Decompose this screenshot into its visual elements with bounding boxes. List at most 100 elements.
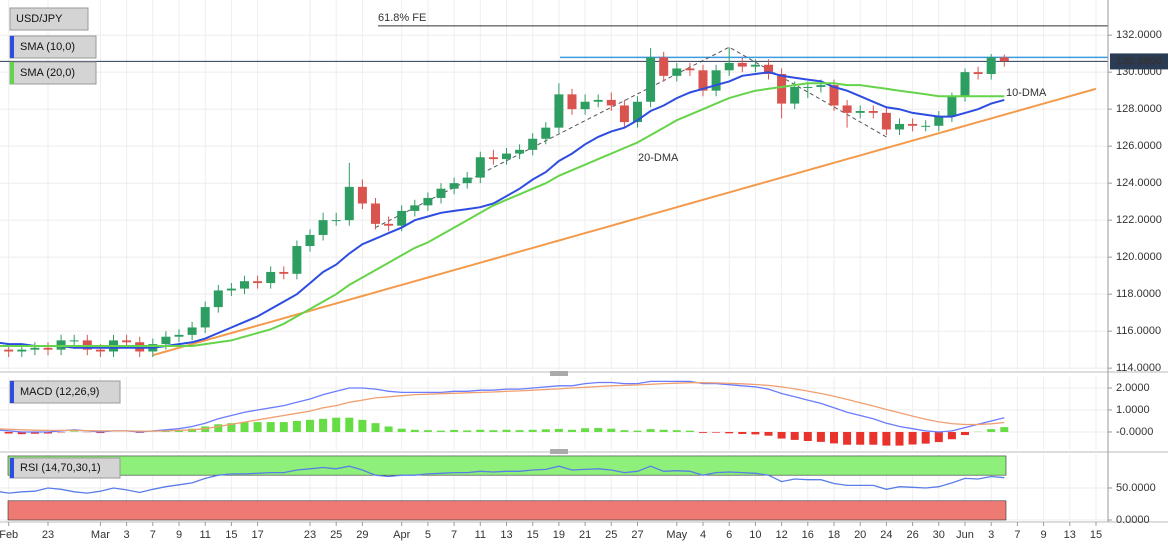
histogram-bar: [175, 430, 183, 432]
histogram-bar: [908, 431, 917, 445]
candle-body: [371, 203, 380, 224]
candle-body: [475, 157, 485, 178]
candle-body: [69, 340, 79, 342]
x-tick-label: 15: [1090, 529, 1102, 541]
histogram-bar: [777, 431, 786, 439]
y-tick-label: 0.0000: [1116, 514, 1150, 526]
x-tick-label: 7: [1014, 529, 1020, 541]
x-tick-label: Mar: [91, 529, 110, 541]
histogram-bar: [292, 420, 301, 432]
candle-body: [357, 186, 367, 204]
pane-handle: [550, 449, 568, 454]
histogram-bar: [332, 417, 341, 432]
pattern-line: [375, 46, 887, 228]
histogram-bar: [987, 429, 996, 432]
candle-body: [4, 349, 14, 352]
annotation: 10-DMA: [1006, 87, 1047, 99]
histogram-bar: [463, 430, 472, 432]
x-tick-label: 18: [828, 529, 840, 541]
histogram-bar: [489, 430, 498, 432]
candle-body: [423, 197, 433, 206]
legend-swatch: [10, 62, 14, 84]
candle-body: [462, 177, 472, 184]
histogram-bar: [410, 429, 419, 432]
chart-title: MACD (12,26,9): [20, 386, 99, 398]
candle-body: [934, 116, 944, 126]
pane-handle: [550, 371, 568, 376]
candle-body: [200, 307, 210, 328]
rsi-zone: [7, 500, 1007, 521]
candle-body: [619, 105, 629, 123]
histogram-bar: [1000, 427, 1009, 432]
histogram-bar: [371, 423, 380, 432]
candle-body: [30, 347, 40, 350]
candle-body: [174, 334, 184, 337]
histogram-bar: [306, 419, 314, 432]
candle-body: [724, 62, 734, 71]
legend-label: SMA (10,0): [20, 41, 75, 53]
y-tick-label: -0.0000: [1116, 426, 1153, 438]
x-tick-label: 16: [802, 529, 814, 541]
histogram-bar: [502, 429, 511, 432]
histogram-bar: [581, 428, 590, 432]
candle-body: [187, 327, 197, 335]
candle-body: [384, 223, 394, 226]
histogram-bar: [830, 431, 838, 444]
candle-body: [161, 336, 171, 345]
candle-body: [921, 125, 931, 127]
histogram-bar: [751, 431, 760, 435]
candle-body: [868, 111, 878, 113]
histogram-bar: [450, 429, 459, 432]
candle-body: [685, 68, 695, 71]
histogram-bar: [227, 423, 236, 432]
candle-body: [803, 86, 813, 88]
series-line: [0, 465, 1005, 494]
histogram-bar: [30, 431, 39, 434]
x-tick-label: 23: [304, 529, 316, 541]
candle-body: [842, 105, 852, 113]
candle-body: [711, 70, 721, 91]
histogram-bar: [790, 431, 799, 440]
histogram-bar: [384, 426, 393, 432]
histogram-bar: [4, 431, 13, 434]
price-tag: [1110, 53, 1168, 70]
y-tick-label: 116.0000: [1116, 325, 1161, 337]
candle-body: [318, 220, 328, 235]
candle-body: [279, 271, 289, 274]
x-tick-label: 11: [199, 529, 210, 541]
histogram-bar: [699, 431, 707, 433]
histogram-bar: [738, 431, 747, 434]
candle-body: [541, 127, 551, 139]
x-tick-label: 15: [225, 529, 237, 541]
candle-body: [122, 340, 132, 343]
y-tick-label: 2.0000: [1116, 382, 1150, 394]
candle-body: [397, 210, 407, 226]
candle-body: [554, 94, 564, 128]
candle-body: [646, 57, 656, 102]
histogram-bar: [358, 419, 367, 432]
histogram-bar: [70, 431, 79, 432]
candle-body: [436, 188, 446, 198]
y-tick-label: 114.0000: [1116, 362, 1161, 374]
histogram-bar: [712, 431, 721, 433]
candle-body: [43, 347, 53, 350]
histogram-bar: [44, 431, 52, 434]
candle-body: [226, 288, 236, 291]
x-tick-label: 23: [42, 529, 54, 541]
candle-body: [816, 85, 826, 87]
x-tick-label: 3: [988, 529, 994, 541]
series-line: [0, 82, 1005, 347]
histogram-bar: [319, 418, 328, 432]
candle-body: [908, 123, 918, 126]
candle-body: [750, 64, 760, 67]
chart-title: USD/JPY: [16, 13, 63, 25]
legend-label: SMA (20,0): [20, 67, 75, 79]
series-line: [0, 71, 1005, 349]
candle-body: [737, 62, 747, 67]
candle-body: [515, 149, 525, 154]
x-tick-label: 12: [775, 529, 787, 541]
x-tick-label: 25: [605, 529, 617, 541]
histogram-bar: [515, 430, 524, 432]
y-tick-label: 132.0000: [1116, 29, 1162, 41]
